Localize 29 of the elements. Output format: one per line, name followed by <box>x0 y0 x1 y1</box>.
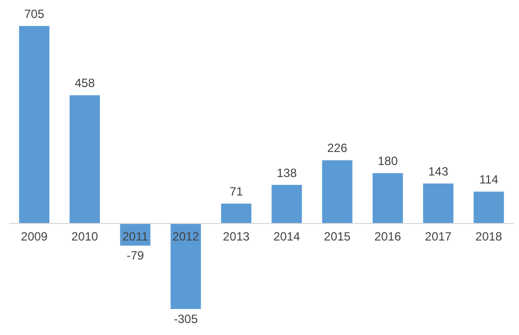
x-tick-label: 2017 <box>424 230 452 244</box>
data-label: -305 <box>174 312 198 326</box>
data-label: 705 <box>24 7 45 21</box>
x-tick-label: 2014 <box>273 230 300 244</box>
data-label: 458 <box>74 76 96 90</box>
bar <box>70 95 100 224</box>
data-label: -79 <box>126 248 144 263</box>
x-tick-label: 2009 <box>20 230 48 244</box>
x-tick-label: 2011 <box>122 230 148 244</box>
bar <box>221 204 252 224</box>
data-label: 114 <box>479 172 499 187</box>
bar <box>372 173 403 224</box>
x-tick-label: 2013 <box>222 230 250 244</box>
bar <box>19 26 50 224</box>
bar <box>423 183 454 224</box>
data-label: 226 <box>327 141 348 156</box>
x-tick-label: 2010 <box>71 230 98 244</box>
data-label: 138 <box>276 166 298 180</box>
x-tick-label: 2012 <box>172 230 200 244</box>
bar <box>170 224 201 309</box>
bar <box>474 192 504 224</box>
data-label: 71 <box>230 184 244 199</box>
x-tick-label: 2015 <box>324 230 351 244</box>
x-tick-label: 2018 <box>475 230 502 244</box>
x-tick-label: 2016 <box>374 230 402 244</box>
data-label: 180 <box>378 154 398 168</box>
bar <box>272 184 302 224</box>
data-label: 143 <box>428 164 449 178</box>
bar <box>322 160 352 224</box>
